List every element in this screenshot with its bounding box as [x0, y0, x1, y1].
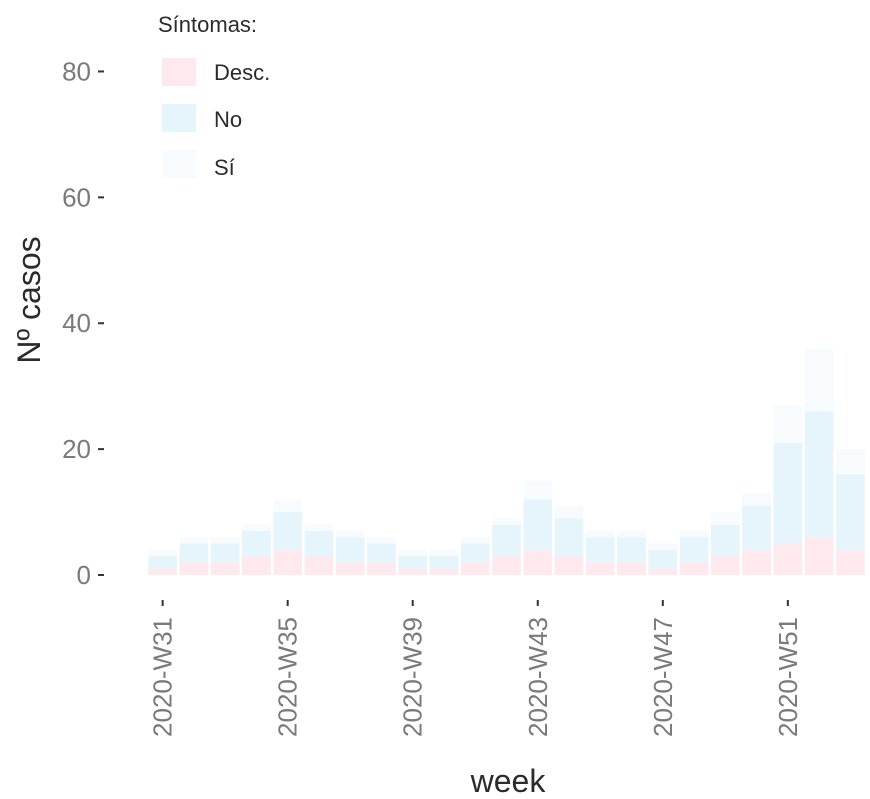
legend: Síntomas: Desc. No Sí — [158, 12, 270, 180]
bar-desc-2020-w32 — [179, 562, 209, 575]
bar-no-2020-w46 — [617, 537, 646, 563]
bar-s-2020-w50 — [742, 493, 771, 506]
bar-no-2020-w47 — [648, 549, 678, 569]
bar-desc-2020-w37 — [335, 562, 365, 575]
bar-s-2020-w38 — [367, 537, 396, 544]
y-tick-label-20: 20 — [62, 434, 91, 464]
bar-no-2020-w36 — [304, 530, 334, 557]
legend-key-si — [162, 150, 196, 178]
bar-s-2020-w53 — [835, 449, 865, 475]
bar-no-2020-w37 — [335, 537, 365, 563]
x-tick-label-2020-w51: 2020-W51 — [773, 617, 803, 737]
bar-no-2020-w44 — [554, 518, 584, 557]
bar-s-2020-w51 — [773, 405, 803, 443]
bar-s-2020-w45 — [585, 530, 615, 538]
bar-s-2020-w48 — [679, 530, 709, 538]
x-tick-label-2020-w47: 2020-W47 — [648, 617, 678, 737]
x-axis: 2020-W31 2020-W35 2020-W39 2020-W43 2020-W47… — [148, 600, 803, 737]
y-tick-label-40: 40 — [62, 308, 91, 338]
bar-s-2020-w44 — [554, 505, 584, 519]
bar-no-2020-w51 — [773, 442, 803, 544]
bar-no-2020-w43 — [523, 499, 553, 550]
bar-no-2020-w45 — [585, 537, 615, 563]
bar-desc-2020-w35 — [273, 549, 303, 575]
bar-s-2020-w52 — [804, 348, 834, 412]
bar-s-2020-w39 — [398, 549, 428, 557]
bar-desc-2020-w40 — [429, 568, 459, 575]
bar-s-2020-w32 — [179, 537, 209, 544]
bar-desc-2020-w33 — [210, 562, 240, 575]
bar-s-2020-w31 — [148, 549, 178, 557]
bar-desc-2020-w47 — [648, 568, 678, 575]
bar-no-2020-w48 — [679, 537, 709, 563]
legend-title: Síntomas: — [158, 12, 257, 37]
bar-no-2020-w50 — [742, 505, 771, 550]
bar-s-2020-w34 — [242, 524, 271, 531]
bar-s-2020-w46 — [617, 530, 646, 538]
bar-no-2020-w35 — [273, 512, 303, 550]
bar-desc-2020-w48 — [679, 562, 709, 575]
bar-desc-2020-w52 — [804, 537, 834, 575]
bar-no-2020-w38 — [367, 543, 396, 563]
bar-s-2020-w40 — [429, 549, 459, 557]
bar-desc-2020-w44 — [554, 556, 584, 575]
bar-s-2020-w47 — [648, 543, 678, 550]
bar-no-2020-w42 — [492, 524, 521, 557]
bars-group — [148, 348, 865, 575]
bar-desc-2020-w53 — [835, 549, 865, 575]
x-tick-label-2020-w43: 2020-W43 — [523, 617, 553, 737]
bar-no-2020-w33 — [210, 543, 240, 563]
bar-s-2020-w35 — [273, 499, 303, 513]
bar-s-2020-w36 — [304, 524, 334, 531]
y-tick-label-0: 0 — [77, 560, 91, 590]
y-axis-title: Nº casos — [11, 236, 47, 363]
x-tick-label-2020-w31: 2020-W31 — [148, 617, 178, 737]
x-axis-title: week — [470, 763, 547, 799]
legend-label-no: No — [214, 107, 242, 132]
legend-label-si: Sí — [214, 155, 235, 180]
bar-desc-2020-w36 — [304, 556, 334, 575]
bar-desc-2020-w34 — [242, 556, 271, 575]
bar-no-2020-w41 — [460, 543, 490, 563]
bar-s-2020-w49 — [710, 512, 740, 525]
bar-desc-2020-w45 — [585, 562, 615, 575]
bar-desc-2020-w41 — [460, 562, 490, 575]
y-axis: 0 20 40 60 80 — [62, 56, 104, 590]
x-tick-label-2020-w35: 2020-W35 — [273, 617, 303, 737]
bar-no-2020-w40 — [429, 556, 459, 569]
bar-desc-2020-w51 — [773, 543, 803, 575]
bar-s-2020-w37 — [335, 530, 365, 538]
bar-s-2020-w33 — [210, 537, 240, 544]
bar-no-2020-w32 — [179, 543, 209, 563]
bar-no-2020-w49 — [710, 524, 740, 557]
bar-desc-2020-w50 — [742, 549, 771, 575]
bar-no-2020-w53 — [835, 474, 865, 550]
bar-s-2020-w43 — [523, 480, 553, 500]
y-tick-label-80: 80 — [62, 56, 91, 86]
bar-s-2020-w41 — [460, 537, 490, 544]
bar-desc-2020-w42 — [492, 556, 521, 575]
bar-no-2020-w34 — [242, 530, 271, 557]
bar-s-2020-w42 — [492, 518, 521, 525]
legend-key-no — [162, 104, 196, 132]
bar-no-2020-w39 — [398, 556, 428, 569]
bar-desc-2020-w46 — [617, 562, 646, 575]
bar-no-2020-w52 — [804, 411, 834, 538]
y-tick-label-60: 60 — [62, 182, 91, 212]
bar-no-2020-w31 — [148, 556, 178, 569]
bar-desc-2020-w38 — [367, 562, 396, 575]
bar-desc-2020-w43 — [523, 549, 553, 575]
bar-desc-2020-w31 — [148, 568, 178, 575]
bar-desc-2020-w39 — [398, 568, 428, 575]
x-tick-label-2020-w39: 2020-W39 — [398, 617, 428, 737]
bar-desc-2020-w49 — [710, 556, 740, 575]
legend-key-desc — [162, 58, 196, 86]
legend-label-desc: Desc. — [214, 60, 270, 85]
